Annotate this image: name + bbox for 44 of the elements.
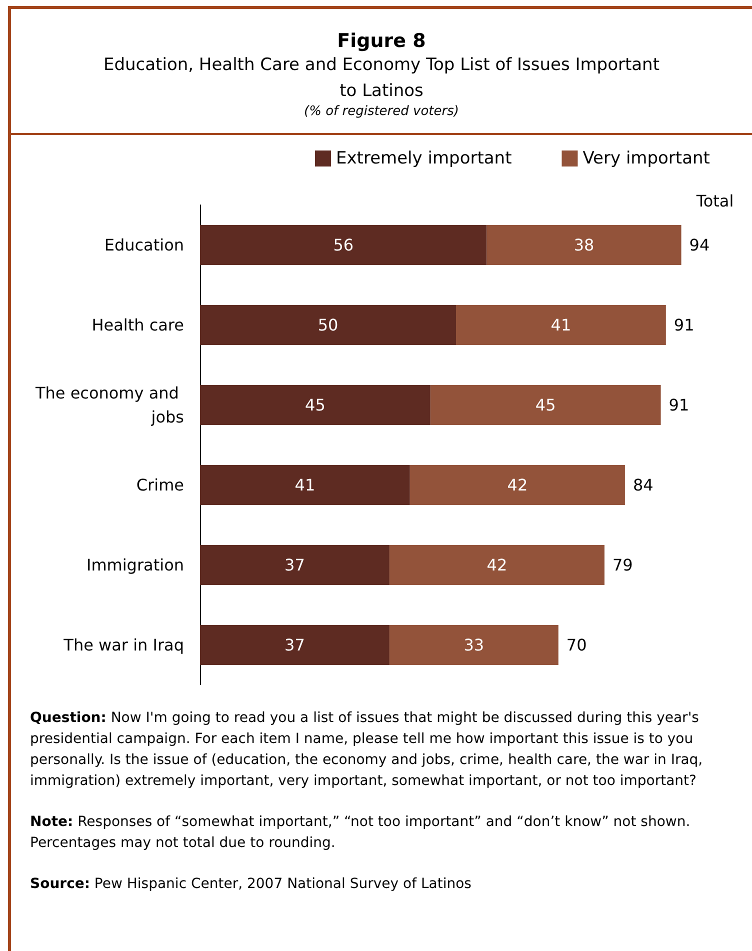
text: Question: Now I'm going to read you a list of issues that might be discussed during this year's presidential campaign. For each item I name, please tell me how important this issue is to you personally. Is the issue of (education, the economy and jobs, crime, health care, the war in Iraq, immigration) extremely important, very important, somewhat important, or not too important? (30, 709, 704, 791)
data-label: 41 (294, 476, 316, 494)
bar (200, 625, 390, 665)
bar (200, 385, 430, 425)
chart-subtitle: Education, Health Care and Economy Top List of Issues Important to Latinos (% of registered voters) (102, 54, 660, 119)
bar (456, 305, 666, 345)
y-tick-label: The war in Iraq (62, 636, 184, 654)
data-label: 33 (464, 636, 484, 654)
y-tick-label: Crime (136, 476, 184, 494)
y-tick-label: The economy and jobs (34, 384, 184, 426)
data-label: 42 (486, 556, 508, 574)
data-label: 38 (574, 236, 594, 254)
data-label: 45 (535, 396, 556, 414)
data-label: 56 (333, 236, 354, 254)
bar (486, 225, 682, 265)
bar (200, 465, 410, 505)
text: Total (695, 192, 734, 210)
data-label: 50 (318, 316, 338, 334)
data-label: 37 (284, 636, 305, 654)
y-tick-label: Health care (92, 316, 184, 334)
total-label: 91 (674, 316, 694, 334)
bar (430, 385, 661, 425)
legend-label: Extremely important (336, 148, 512, 168)
total-label: 94 (689, 236, 710, 254)
bar (410, 465, 625, 505)
total-label: 79 (612, 556, 633, 574)
bar (200, 225, 487, 265)
data-label: 42 (507, 476, 528, 494)
total-label: 70 (566, 636, 587, 654)
data-label: 45 (305, 396, 326, 414)
data-label: 37 (284, 556, 305, 574)
chart-title: Figure 8 (336, 30, 427, 52)
text: Note: Responses of “somewhat important,” “not too important” and “don’t know” not shown. Percentages may not total due to rounding. (30, 813, 692, 853)
y-tick-label: Education (104, 236, 184, 254)
bar (200, 545, 390, 585)
legend-label: Very important (582, 148, 710, 168)
bar (389, 625, 558, 665)
y-tick-label: Immigration (86, 556, 184, 574)
data-label: 41 (550, 316, 572, 334)
bar (200, 305, 456, 345)
source-note: Source: Pew Hispanic Center, 2007 National Survey of Latinos (30, 875, 472, 894)
total-label: 91 (668, 396, 690, 414)
total-label: 84 (632, 476, 654, 494)
bar (389, 545, 604, 585)
